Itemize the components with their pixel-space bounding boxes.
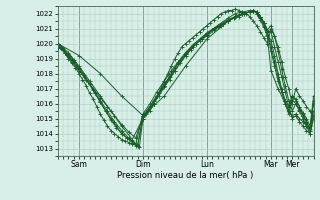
X-axis label: Pression niveau de la mer( hPa ): Pression niveau de la mer( hPa ): [117, 171, 254, 180]
